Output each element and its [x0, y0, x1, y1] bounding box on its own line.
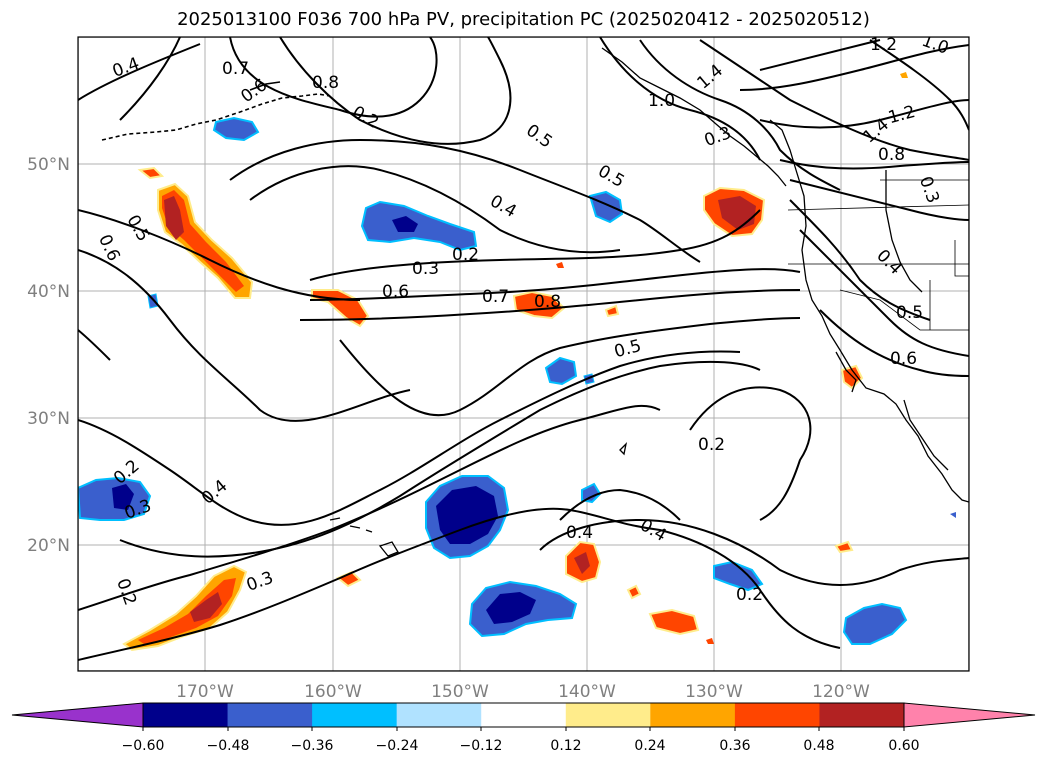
latitude-axis: 50°N 40°N 30°N 20°N [27, 155, 70, 556]
lon-label: 160°W [304, 682, 362, 702]
lon-label: 170°W [176, 682, 234, 702]
colorbar-segment [734, 703, 820, 727]
lon-label: 130°W [685, 682, 743, 702]
contour-label: 1.0 [648, 91, 675, 111]
lon-label: 120°W [812, 682, 870, 702]
colorbar-segment [227, 703, 313, 727]
colorbar-tick-label: −0.48 [207, 738, 250, 754]
colorbar-segment [650, 703, 736, 727]
colorbar-tick-label: 0.36 [719, 738, 750, 754]
lon-label: 140°W [558, 682, 616, 702]
precip-area-pos-172w-15n [122, 564, 248, 652]
colorbar-segment [396, 703, 482, 727]
figure-title: 2025013100 F036 700 hPa PV, precipitatio… [177, 9, 870, 30]
colorbar-tick-label: −0.60 [122, 738, 165, 754]
contour-label: 0.7 [482, 287, 509, 307]
lat-label: 40°N [27, 282, 70, 302]
contour-label: 0.2 [736, 585, 763, 605]
colorbar-segment [565, 703, 651, 727]
contour-label: 0.8 [534, 292, 561, 312]
contour-label: 0.8 [878, 145, 905, 165]
colorbar-extend-low [12, 703, 143, 727]
precip-negative-areas [78, 116, 956, 645]
colorbar-tick-labels: −0.60 −0.48 −0.36 −0.24 −0.12 0.12 0.24 … [122, 738, 920, 754]
lat-label: 20°N [27, 536, 70, 556]
colorbar-tick-label: 0.60 [888, 738, 919, 754]
colorbar-segment [312, 703, 398, 727]
contour-label: 0.7 [222, 59, 249, 79]
pv-contours [78, 37, 969, 661]
contour-label: 1.2 [870, 35, 897, 55]
contour-label: 0.8 [312, 73, 339, 93]
colorbar-segments [12, 703, 1035, 727]
colorbar-ticks [142, 727, 905, 731]
colorbar-tick-label: −0.12 [460, 738, 503, 754]
contour-label: 0.2 [698, 435, 725, 455]
map-panel: 0.4 0.7 0.6 0.8 0.2 0.5 0.5 0.4 0.2 0.3 … [78, 35, 969, 671]
lat-label: 50°N [27, 155, 70, 175]
colorbar-tick-label: −0.24 [376, 738, 419, 754]
colorbar-tick-label: 0.24 [634, 738, 665, 754]
contour-label: 0.3 [412, 259, 439, 279]
precip-area-pos-135w-13n [648, 608, 700, 636]
map-frame [77, 36, 970, 672]
contour-label: 0.5 [896, 303, 923, 323]
colorbar-extend-high [904, 703, 1035, 727]
colorbar: −0.60 −0.48 −0.36 −0.24 −0.12 0.12 0.24 … [11, 702, 1036, 754]
contour-label: 0.6 [890, 349, 917, 369]
colorbar-segment [143, 703, 229, 727]
colorbar-tick-label: −0.36 [291, 738, 334, 754]
colorbar-tick-label: 0.48 [803, 738, 834, 754]
colorbar-tick-label: 0.12 [550, 738, 581, 754]
precip-area-neg-145w-35n [544, 356, 578, 386]
precip-area-neg-155w-45n [360, 200, 478, 252]
contour-label: 0.4 [566, 523, 593, 543]
lon-label: 150°W [431, 682, 489, 702]
longitude-axis: 170°W 160°W 150°W 140°W 130°W 120°W [176, 682, 870, 702]
contour-label: 0.2 [452, 245, 479, 265]
colorbar-segment [819, 703, 905, 727]
colorbar-segment [481, 703, 567, 727]
contour-label: 0.6 [382, 282, 409, 302]
lat-label: 30°N [27, 409, 70, 429]
